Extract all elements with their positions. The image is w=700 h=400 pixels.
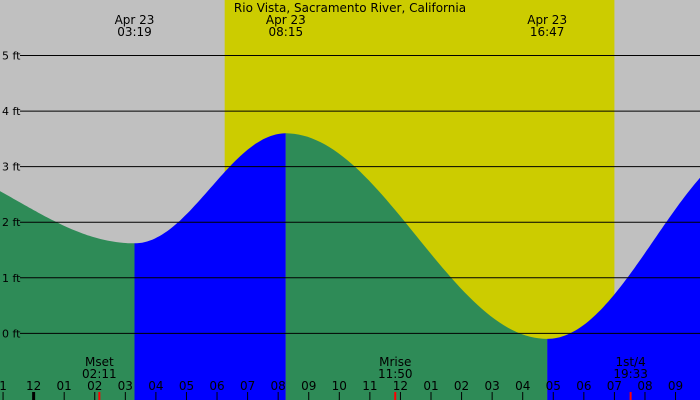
y-axis-labels: 0 ft 1 ft 2 ft 3 ft 4 ft 5 ft [2,50,21,341]
moon-event-label: Mrise [379,355,411,369]
tide-event-time: 16:47 [530,25,565,39]
x-hour-label: 11 [362,379,377,393]
x-hour-label: 06 [209,379,224,393]
x-hour-label: 08 [637,379,652,393]
y-tick-label: 4 ft [2,105,21,118]
tide-event-date: Apr 23 [266,13,306,27]
y-tick-label: 0 ft [2,327,21,340]
y-tick-label: 2 ft [2,216,21,229]
x-hour-label: 04 [515,379,530,393]
x-axis-hour-labels: 1 12 01 02 03 04 05 06 07 08 09 10 11 12 01 02 03 04 05 06 0… [0,379,683,393]
tide-segment-rising [547,177,700,400]
tide-event-date: Apr 23 [527,13,567,27]
tide-segment-falling [0,191,135,400]
x-hour-label: 04 [148,379,163,393]
x-hour-label: 12 [393,379,408,393]
moon-event-label: Mset [85,355,114,369]
y-tick-label: 5 ft [2,50,21,63]
x-hour-label: 07 [607,379,622,393]
x-hour-label: 03 [118,379,133,393]
y-tick-label: 3 ft [2,161,21,174]
x-hour-label: 02 [454,379,469,393]
x-hour-label: 12 [26,379,41,393]
tide-event-time: 03:19 [117,25,152,39]
chart-title: Rio Vista, Sacramento River, California [234,1,466,15]
x-hour-label: 03 [484,379,499,393]
x-hour-label: 07 [240,379,255,393]
moon-event-label: 1st/4 [615,355,645,369]
gridlines [20,55,700,334]
x-hour-label: 05 [546,379,561,393]
x-hour-label: 10 [332,379,347,393]
x-hour-label: 05 [179,379,194,393]
x-hour-label: 01 [57,379,72,393]
x-hour-label: 09 [301,379,316,393]
x-axis-ticks [2,392,677,400]
moon-event-time: 11:50 [378,367,413,381]
x-hour-label: 06 [576,379,591,393]
x-hour-label: 09 [668,379,683,393]
x-hour-label: 02 [87,379,102,393]
moon-event-time: 02:11 [82,367,117,381]
x-hour-label: 1 [0,379,7,393]
x-hour-label: 01 [423,379,438,393]
tide-event-time: 08:15 [269,25,304,39]
moon-event-time: 19:33 [613,367,648,381]
tide-event-date: Apr 23 [115,13,155,27]
y-tick-label: 1 ft [2,272,21,285]
x-hour-label: 08 [271,379,286,393]
